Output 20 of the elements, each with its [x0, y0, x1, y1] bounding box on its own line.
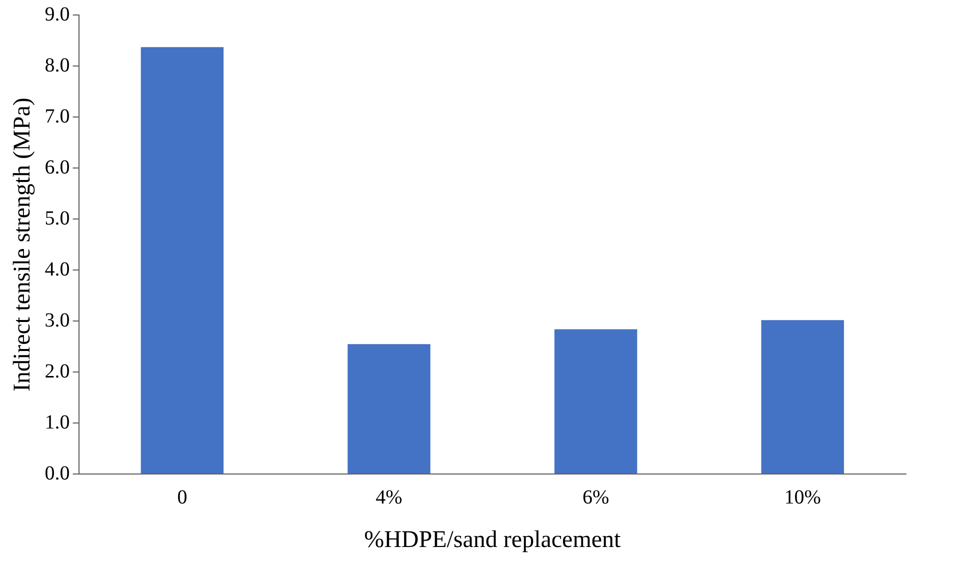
- y-tick-label: 1.0: [44, 411, 70, 434]
- y-tick-label: 2.0: [44, 360, 70, 382]
- y-tick-label: 7.0: [44, 105, 70, 128]
- y-tick-label: 5.0: [44, 207, 70, 230]
- y-tick-label: 0.0: [44, 462, 70, 484]
- x-tick-label: 6%: [582, 486, 610, 508]
- y-axis-title: Indirect tensile strength (MPa): [10, 98, 36, 392]
- bar: [761, 320, 844, 474]
- bar: [140, 47, 224, 474]
- x-axis-title: %HDPE/sand replacement: [364, 526, 622, 553]
- y-tick-label: 8.0: [44, 54, 70, 76]
- y-tick-label: 3.0: [44, 309, 70, 332]
- x-tick-label: 10%: [784, 486, 821, 508]
- y-tick-label: 4.0: [44, 258, 70, 280]
- x-tick-label: 0: [177, 486, 188, 508]
- y-tick-label: 6.0: [44, 156, 70, 178]
- y-tick-label: 9.0: [44, 3, 70, 26]
- bar: [348, 344, 430, 474]
- x-tick-label: 4%: [376, 486, 402, 508]
- bar: [554, 329, 638, 474]
